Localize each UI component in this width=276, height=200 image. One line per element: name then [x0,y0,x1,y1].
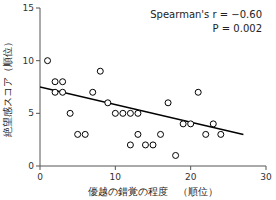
scatter-point [150,142,156,148]
scatter-point [75,131,81,137]
x-tick [40,166,41,170]
annotation: Spearman's r = −0.60 [150,9,262,20]
chart: 0 10 20 30 0 5 10 15 優越の錯覚の程度 （順位） 絶望感スコア（順位） Spea… [0,0,276,200]
scatter-point [195,89,201,95]
scatter-point [127,110,133,116]
scatter-point [165,100,171,106]
y-tick-label: 15 [23,3,34,13]
scatter-point [120,110,126,116]
x-tick [190,166,191,170]
x-tick-label: 0 [37,172,43,182]
y-tick [36,113,40,114]
x-tick-label: 30 [260,172,272,182]
y-tick [36,8,40,9]
scatter-point [97,68,103,74]
scatter-point [135,131,141,137]
scatter-point [52,89,58,95]
x-axis [40,166,266,167]
scatter-point [173,152,179,158]
scatter-point [45,58,51,64]
y-tick-label: 0 [28,161,34,171]
annotation: P = 0.002 [213,23,262,34]
scatter-point [82,131,88,137]
scatter-point [203,131,209,137]
scatter-point [90,89,96,95]
scatter-point [67,110,73,116]
scatter-point [210,121,216,127]
x-axis-label: 優越の錯覚の程度 （順位） [88,186,218,197]
scatter-point [188,121,194,127]
y-axis-label: 絶望感スコア（順位） [2,37,13,138]
y-tick [36,166,40,167]
plot-area [40,58,243,159]
x-tick [115,166,116,170]
x-tick-label: 20 [185,172,197,182]
line-layer [40,87,243,134]
x-tick [266,166,267,170]
regression-line [40,87,243,134]
scatter-point [52,79,58,85]
scatter-point [127,142,133,148]
scatter-point [180,121,186,127]
x-tick-label: 10 [110,172,122,182]
scatter-point [112,110,118,116]
scatter-point [158,131,164,137]
scatter-point [60,89,66,95]
y-tick [36,60,40,61]
y-tick-label: 10 [23,56,35,66]
scatter-point [135,110,141,116]
y-tick-label: 5 [28,108,34,118]
scatter-point [218,131,224,137]
scatter-point [142,142,148,148]
scatter-point [105,100,111,106]
scatter-point [60,79,66,85]
point-layer [45,58,224,159]
